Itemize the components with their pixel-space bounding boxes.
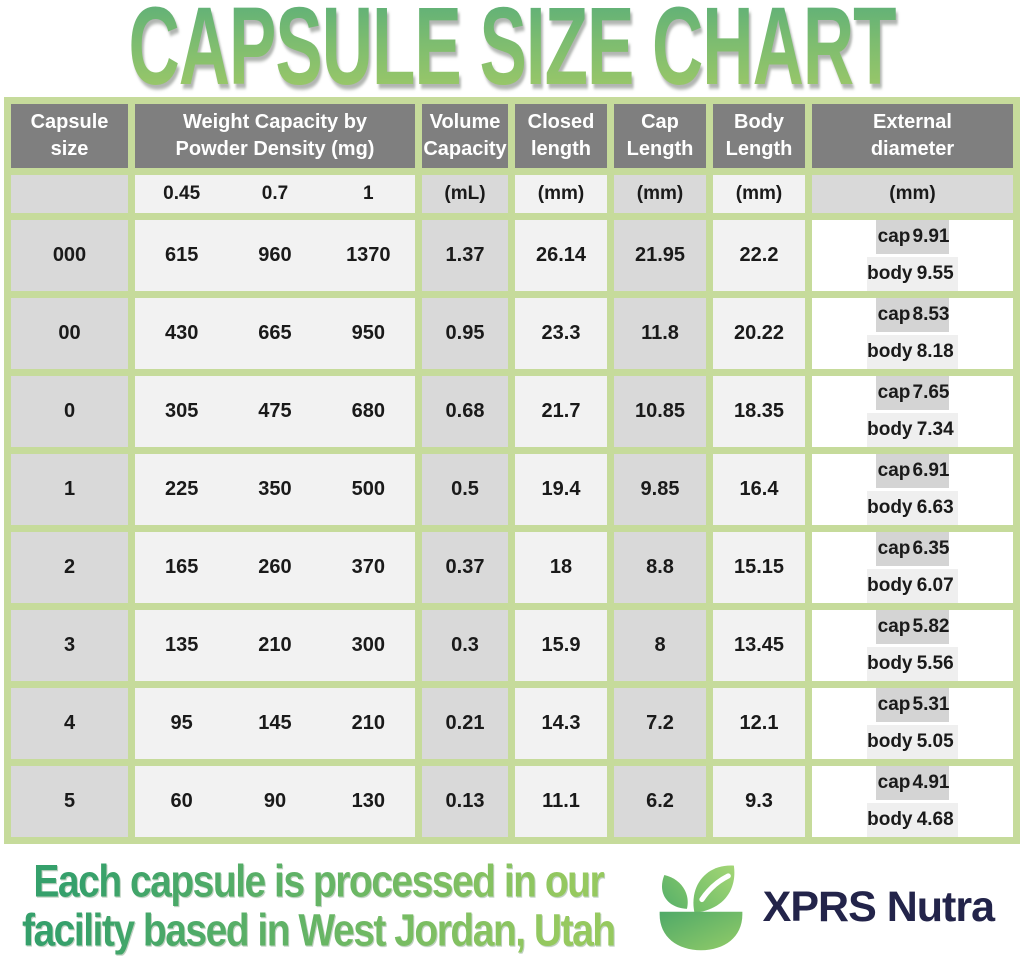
- left-leaf-shape: [661, 875, 688, 909]
- volume-capacity-cell: 0.68: [422, 376, 508, 447]
- capsule-size-cell: 2: [11, 532, 128, 603]
- weight-capacity-cell: 305 475 680: [135, 376, 415, 447]
- bowl-shape: [659, 911, 743, 951]
- external-diameter-body-subrow: body 6.07: [867, 569, 958, 603]
- volume-capacity-cell: 0.37: [422, 532, 508, 603]
- col-header-cap-length: CapLength: [614, 104, 706, 168]
- external-diameter-cell: cap 9.91 body 9.55: [812, 220, 1013, 291]
- leaf-highlight-slash: [699, 873, 731, 903]
- closed-length-cell: 26.14: [515, 220, 607, 291]
- closed-length-cell: 18: [515, 532, 607, 603]
- external-diameter-body-subrow: body 6.63: [867, 491, 958, 525]
- col-header-body-length: BodyLength: [713, 104, 805, 168]
- page-title: CAPSULE SIZE CHART: [129, 0, 897, 123]
- closed-length-cell: 19.4: [515, 454, 607, 525]
- xprs-nutra-logo: XPRS Nutra: [649, 860, 995, 954]
- external-diameter-cap-subrow: cap 6.35: [875, 532, 950, 566]
- cap-length-cell: 10.85: [614, 376, 706, 447]
- external-diameter-cap-subrow: cap 8.53: [875, 298, 950, 332]
- capsule-size-unit-cell: [11, 175, 128, 213]
- capsule-size-cell: 5: [11, 766, 128, 837]
- external-diameter-cell: cap 5.82 body 5.56: [812, 610, 1013, 681]
- body-length-cell: 12.1: [713, 688, 805, 759]
- capsule-size-cell: 3: [11, 610, 128, 681]
- external-diameter-body-subrow: body 5.56: [867, 647, 958, 681]
- footer-tagline-line2: facility based in West Jordan, Utah: [22, 905, 615, 956]
- external-diameter-cap-subrow: cap 6.91: [875, 454, 950, 488]
- body-unit-cell: (mm): [713, 175, 805, 213]
- volume-capacity-cell: 1.37: [422, 220, 508, 291]
- capsule-size-cell: 4: [11, 688, 128, 759]
- external-diameter-cell: cap 7.65 body 7.34: [812, 376, 1013, 447]
- col-header-volume-capacity: VolumeCapacity: [422, 104, 508, 168]
- mortar-leaves-icon: [659, 865, 743, 951]
- title-banner: CAPSULE SIZE CHART: [0, 0, 1024, 109]
- capsule-size-table: Capsule size Weight Capacity byPowder De…: [4, 97, 1020, 844]
- external-diameter-cap-subrow: cap 5.82: [875, 610, 950, 644]
- external-diameter-cell: cap 8.53 body 8.18: [812, 298, 1013, 369]
- external-diameter-body-subrow: body 4.68: [867, 803, 958, 837]
- capsule-size-cell: 00: [11, 298, 128, 369]
- weight-capacity-cell: 430 665 950: [135, 298, 415, 369]
- footer: Each capsule is processed in our facilit…: [0, 844, 1024, 954]
- closed-length-cell: 11.1: [515, 766, 607, 837]
- volume-unit-cell: (mL): [422, 175, 508, 213]
- external-diameter-body-subrow: body 7.34: [867, 413, 958, 447]
- closed-length-cell: 23.3: [515, 298, 607, 369]
- cap-length-cell: 11.8: [614, 298, 706, 369]
- external-diameter-body-subrow: body 5.05: [867, 725, 958, 759]
- weight-capacity-cell: 95 145 210: [135, 688, 415, 759]
- external-diameter-cap-subrow: cap 7.65: [875, 376, 950, 410]
- external-diameter-body-subrow: body 8.18: [867, 335, 958, 369]
- col-header-closed-length: Closedlength: [515, 104, 607, 168]
- closed-length-cell: 14.3: [515, 688, 607, 759]
- volume-capacity-cell: 0.3: [422, 610, 508, 681]
- volume-capacity-cell: 0.5: [422, 454, 508, 525]
- body-length-cell: 9.3: [713, 766, 805, 837]
- body-length-cell: 16.4: [713, 454, 805, 525]
- closed-unit-cell: (mm): [515, 175, 607, 213]
- footer-tagline-line1: Each capsule is processed in our: [33, 857, 604, 908]
- col-header-external-diameter: External diameter: [812, 104, 1013, 168]
- external-diameter-cell: cap 6.35 body 6.07: [812, 532, 1013, 603]
- footer-tagline: Each capsule is processed in our facilit…: [22, 859, 615, 956]
- weight-capacity-cell: 615 960 1370: [135, 220, 415, 291]
- cap-length-cell: 7.2: [614, 688, 706, 759]
- external-diameter-cell: cap 4.91 body 4.68: [812, 766, 1013, 837]
- density-values-cell: 0.45 0.7 1: [135, 175, 415, 213]
- cap-unit-cell: (mm): [614, 175, 706, 213]
- capsule-size-cell: 1: [11, 454, 128, 525]
- external-diameter-body-subrow: body 9.55: [867, 257, 958, 291]
- external-diameter-cap-subrow: cap 5.31: [875, 688, 950, 722]
- brand-name: XPRS Nutra: [762, 882, 995, 931]
- col-header-capsule-size: Capsule size: [11, 104, 128, 168]
- volume-capacity-cell: 0.95: [422, 298, 508, 369]
- capsule-size-cell: 000: [11, 220, 128, 291]
- capsule-size-cell: 0: [11, 376, 128, 447]
- weight-capacity-cell: 225 350 500: [135, 454, 415, 525]
- body-length-cell: 18.35: [713, 376, 805, 447]
- cap-length-cell: 21.95: [614, 220, 706, 291]
- external-diameter-cap-subrow: cap 4.91: [875, 766, 950, 800]
- weight-capacity-cell: 165 260 370: [135, 532, 415, 603]
- body-length-cell: 13.45: [713, 610, 805, 681]
- cap-length-cell: 6.2: [614, 766, 706, 837]
- volume-capacity-cell: 0.13: [422, 766, 508, 837]
- cap-length-cell: 8.8: [614, 532, 706, 603]
- volume-capacity-cell: 0.21: [422, 688, 508, 759]
- cap-length-cell: 8: [614, 610, 706, 681]
- external-unit-cell: (mm): [812, 175, 1013, 213]
- body-length-cell: 15.15: [713, 532, 805, 603]
- closed-length-cell: 21.7: [515, 376, 607, 447]
- external-diameter-cap-subrow: cap 9.91: [875, 220, 950, 254]
- body-length-cell: 20.22: [713, 298, 805, 369]
- weight-capacity-cell: 60 90 130: [135, 766, 415, 837]
- closed-length-cell: 15.9: [515, 610, 607, 681]
- external-diameter-cell: cap 5.31 body 5.05: [812, 688, 1013, 759]
- body-length-cell: 22.2: [713, 220, 805, 291]
- cap-length-cell: 9.85: [614, 454, 706, 525]
- col-header-weight-capacity: Weight Capacity byPowder Density (mg): [135, 104, 415, 168]
- external-diameter-cell: cap 6.91 body 6.63: [812, 454, 1013, 525]
- weight-capacity-cell: 135 210 300: [135, 610, 415, 681]
